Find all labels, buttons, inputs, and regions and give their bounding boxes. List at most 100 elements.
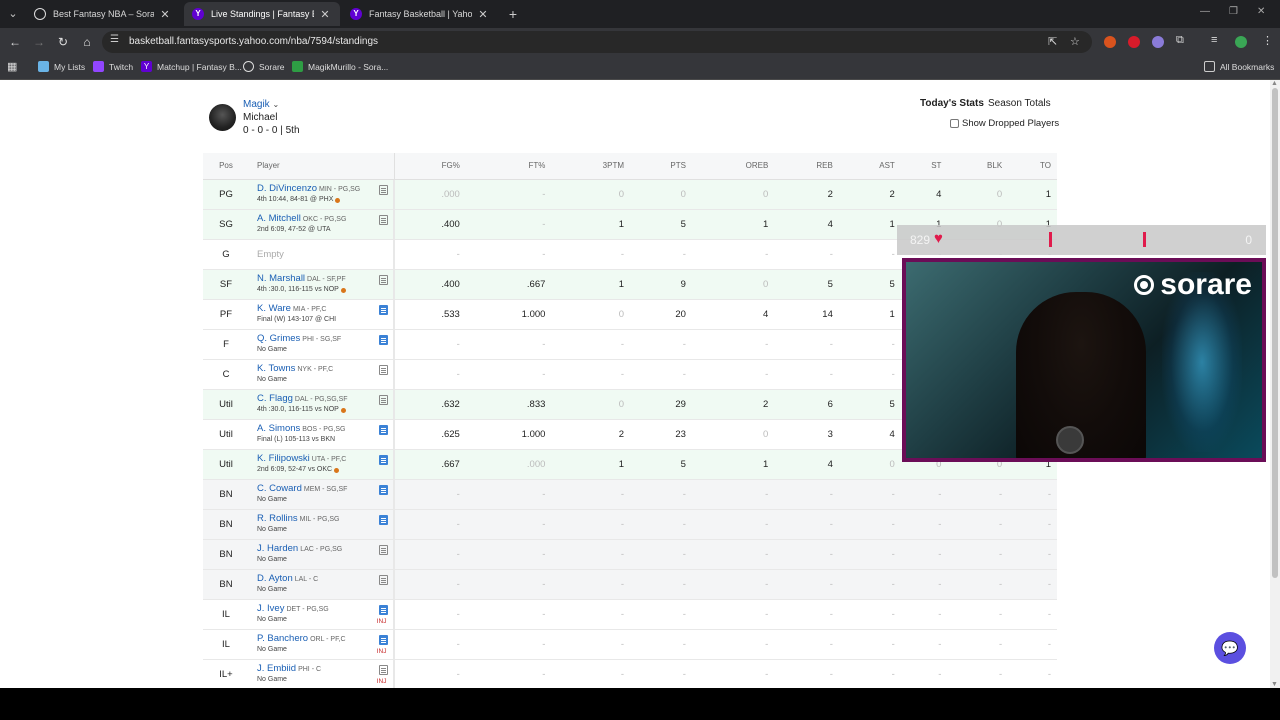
profile-avatar[interactable] <box>1235 36 1247 48</box>
position-cell[interactable]: G <box>203 239 249 270</box>
column-header-ast[interactable]: AST <box>838 153 901 180</box>
player-note-icon[interactable] <box>378 364 388 375</box>
new-tab-button[interactable]: + <box>508 6 518 22</box>
position-cell[interactable]: BN <box>203 569 249 600</box>
column-header-3ptm[interactable]: 3PTM <box>551 153 630 180</box>
position-cell[interactable]: Util <box>203 449 249 480</box>
back-icon[interactable]: ← <box>9 35 21 49</box>
page-scrollbar[interactable]: ▲ ▼ <box>1270 80 1280 688</box>
position-cell[interactable]: BN <box>203 479 249 510</box>
player-name-link[interactable]: A. Mitchell <box>257 213 301 224</box>
player-name-link[interactable]: J. Harden <box>257 543 299 554</box>
forward-icon[interactable]: → <box>33 35 45 49</box>
position-cell[interactable]: Util <box>203 419 249 450</box>
player-note-icon[interactable] <box>378 664 388 675</box>
player-name-link[interactable]: K. Ware <box>257 303 291 314</box>
player-note-icon[interactable] <box>378 214 388 225</box>
show-dropped-toggle[interactable]: Show Dropped Players <box>950 118 1059 129</box>
column-header-fg-[interactable]: FG% <box>394 153 466 180</box>
tab-sorare[interactable]: Best Fantasy NBA – Sorare NBA ✕ <box>26 2 180 26</box>
position-cell[interactable]: IL <box>203 629 249 660</box>
player-name-link[interactable]: C. Coward <box>257 483 302 494</box>
player-note-icon[interactable] <box>378 574 388 585</box>
new-player-note-icon[interactable] <box>378 424 388 435</box>
tab-todays-stats[interactable]: Today's Stats <box>920 98 984 109</box>
column-header-to[interactable]: TO <box>1008 153 1057 180</box>
site-info-icon[interactable]: ☰ <box>110 34 119 45</box>
position-cell[interactable]: IL+ <box>203 659 249 688</box>
extension-icon[interactable] <box>1104 36 1116 48</box>
player-name-link[interactable]: R. Rollins <box>257 513 298 524</box>
new-player-note-icon[interactable] <box>378 514 388 525</box>
extension-icon[interactable] <box>1152 36 1164 48</box>
column-header-oreb[interactable]: OREB <box>691 153 775 180</box>
position-cell[interactable]: SF <box>203 269 249 300</box>
bookmark-matchup[interactable]: Y Matchup | Fantasy B... <box>141 61 242 72</box>
tab-yahoo-fantasy[interactable]: Y Fantasy Basketball | Yahoo! Spo… ✕ <box>342 2 498 26</box>
position-cell[interactable]: PF <box>203 299 249 330</box>
player-note-icon[interactable] <box>378 544 388 555</box>
position-cell[interactable]: F <box>203 329 249 360</box>
checkbox[interactable] <box>950 119 959 128</box>
position-cell[interactable]: Util <box>203 389 249 420</box>
restore-icon[interactable]: ❐ <box>1229 6 1238 17</box>
new-player-note-icon[interactable] <box>378 604 388 615</box>
player-name-link[interactable]: A. Simons <box>257 423 301 434</box>
menu-kebab-icon[interactable]: ⋮ <box>1262 35 1273 47</box>
new-player-note-icon[interactable] <box>378 634 388 645</box>
media-controls-icon[interactable]: ≡ <box>1211 34 1218 46</box>
column-header-reb[interactable]: REB <box>774 153 839 180</box>
team-name-dropdown[interactable]: Magik ⌄ <box>243 99 279 110</box>
position-cell[interactable]: SG <box>203 209 249 240</box>
new-player-note-icon[interactable] <box>378 454 388 465</box>
avatar[interactable] <box>209 104 236 131</box>
player-name-link[interactable]: J. Ivey <box>257 603 285 614</box>
extensions-puzzle-icon[interactable]: ⧉ <box>1176 34 1184 46</box>
column-header-blk[interactable]: BLK <box>947 153 1009 180</box>
player-note-icon[interactable] <box>378 184 388 195</box>
position-cell[interactable]: BN <box>203 509 249 540</box>
player-name-link[interactable]: C. Flagg <box>257 393 293 404</box>
column-header-ft-[interactable]: FT% <box>465 153 552 180</box>
home-icon[interactable]: ⌂ <box>83 35 91 49</box>
close-icon[interactable]: ✕ <box>320 8 330 21</box>
scroll-down-icon[interactable]: ▼ <box>1271 681 1278 688</box>
player-name-link[interactable]: D. DiVincenzo <box>257 183 318 194</box>
bookmark-star-icon[interactable]: ☆ <box>1070 36 1080 48</box>
close-icon[interactable]: ✕ <box>160 8 170 21</box>
all-bookmarks[interactable]: All Bookmarks <box>1204 61 1274 72</box>
column-header-pts[interactable]: PTS <box>630 153 692 180</box>
tab-live-standings[interactable]: Y Live Standings | Fantasy Basketb… ✕ <box>184 2 340 26</box>
tab-search-icon[interactable]: ⌄ <box>8 8 18 20</box>
bookmark-my-lists[interactable]: My Lists <box>38 61 85 72</box>
player-note-icon[interactable] <box>378 274 388 285</box>
position-cell[interactable]: BN <box>203 539 249 570</box>
player-name-link[interactable]: N. Marshall <box>257 273 306 284</box>
column-header-st[interactable]: ST <box>900 153 948 180</box>
tab-season-totals[interactable]: Season Totals <box>988 98 1051 109</box>
bookmark-magikmurillo[interactable]: MagikMurillo - Sora... <box>292 61 388 72</box>
player-name-link[interactable]: Q. Grimes <box>257 333 301 344</box>
scroll-up-icon[interactable]: ▲ <box>1271 80 1278 87</box>
reload-icon[interactable]: ↻ <box>57 35 69 49</box>
apps-grid-icon[interactable]: ▦ <box>7 61 18 73</box>
bookmark-twitch[interactable]: Twitch <box>93 61 133 72</box>
player-name-link[interactable]: J. Embiid <box>257 663 297 674</box>
minimize-icon[interactable]: — <box>1200 6 1210 17</box>
player-name-link[interactable]: K. Towns <box>257 363 296 374</box>
player-name-link[interactable]: K. Filipowski <box>257 453 310 464</box>
player-name-link[interactable]: P. Banchero <box>257 633 309 644</box>
address-bar[interactable]: ☰ basketball.fantasysports.yahoo.com/nba… <box>102 31 1092 53</box>
chat-bubble-button[interactable]: 💬 <box>1214 632 1246 664</box>
url-text[interactable]: basketball.fantasysports.yahoo.com/nba/7… <box>129 36 379 47</box>
player-note-icon[interactable] <box>378 394 388 405</box>
position-cell[interactable]: IL <box>203 599 249 630</box>
bookmark-sorare[interactable]: Sorare <box>243 61 285 72</box>
install-icon[interactable]: ⇱ <box>1048 36 1058 48</box>
close-window-icon[interactable]: ✕ <box>1257 6 1266 17</box>
position-cell[interactable]: C <box>203 359 249 390</box>
extension-icon[interactable] <box>1128 36 1140 48</box>
player-name-link[interactable]: D. Ayton <box>257 573 293 584</box>
close-icon[interactable]: ✕ <box>478 8 488 21</box>
new-player-note-icon[interactable] <box>378 334 388 345</box>
